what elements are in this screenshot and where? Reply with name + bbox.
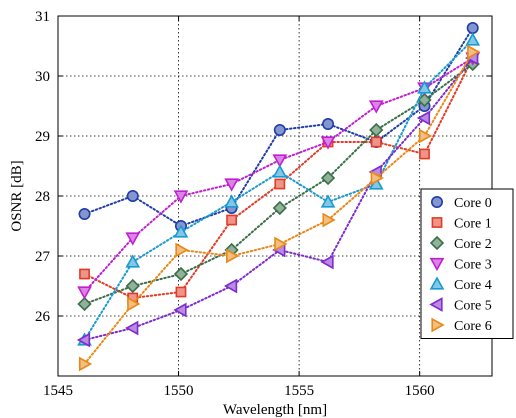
data-point	[125, 232, 141, 246]
data-point	[226, 248, 240, 264]
data-point	[370, 136, 382, 148]
series-core-5	[76, 50, 479, 348]
data-point	[226, 214, 237, 226]
data-point	[272, 164, 288, 178]
data-point	[173, 302, 187, 318]
data-point	[175, 286, 187, 298]
data-point	[419, 148, 430, 160]
x-axis-label: Wavelength [nm]	[223, 402, 327, 418]
data-point	[320, 254, 334, 270]
data-point	[320, 136, 336, 150]
data-point	[272, 154, 288, 168]
legend-label: Core 3	[454, 258, 492, 273]
legend-label: Core 6	[454, 319, 492, 334]
data-point	[223, 278, 238, 294]
legend-marker	[430, 196, 443, 209]
data-point	[127, 296, 141, 312]
series-line	[83, 57, 474, 300]
legend: Core 0 Core 1 Core 2 Core 3 Core 4 Core 5 Core…	[420, 188, 514, 339]
data-point	[78, 208, 91, 221]
data-point	[417, 80, 432, 94]
data-point	[173, 224, 189, 238]
legend-label: Core 2	[454, 237, 492, 252]
legend-label: Core 1	[454, 217, 492, 232]
legend-marker	[429, 297, 443, 312]
data-point	[224, 178, 239, 192]
ticks: 1545 1550 1555 1560 26 27 28 29 30 31	[35, 9, 492, 399]
data-point	[369, 122, 384, 138]
legend-label: Core 4	[454, 278, 492, 293]
data-point	[173, 190, 189, 204]
data-point	[125, 254, 141, 268]
data-point	[125, 320, 139, 336]
y-tick-label: 31	[35, 9, 50, 25]
data-point	[418, 128, 433, 144]
data-point	[77, 296, 92, 312]
data-point	[224, 194, 239, 208]
x-tick-label: 1545	[43, 383, 73, 399]
series-core-6	[78, 44, 481, 372]
data-point	[465, 32, 481, 46]
series-line	[83, 39, 474, 341]
data-point	[370, 170, 384, 186]
data-point	[322, 212, 336, 228]
data-point	[322, 118, 335, 131]
y-tick-label: 26	[35, 309, 51, 325]
data-point	[368, 100, 384, 114]
x-tick-label: 1550	[164, 383, 194, 399]
data-point	[274, 178, 286, 190]
data-point	[173, 266, 189, 282]
y-tick-label: 30	[35, 69, 50, 85]
x-tick-label: 1555	[284, 383, 314, 399]
data-point	[273, 124, 286, 137]
data-point	[320, 170, 336, 186]
data-point	[272, 200, 287, 216]
data-point	[126, 190, 139, 203]
series-layer	[76, 21, 481, 372]
y-tick-label: 28	[35, 189, 50, 205]
legend-marker	[429, 257, 445, 272]
legend-label: Core 0	[454, 196, 492, 211]
legend-label: Core 5	[454, 299, 492, 314]
y-axis-label: OSNR [dB]	[9, 160, 25, 231]
y-tick-label: 29	[35, 129, 50, 145]
data-point	[466, 21, 479, 34]
data-point	[77, 286, 92, 300]
data-point	[125, 278, 140, 294]
data-point	[320, 194, 336, 208]
series-core-0	[78, 21, 479, 233]
series-core-2	[77, 56, 480, 312]
data-point	[416, 110, 431, 126]
data-point	[175, 242, 189, 258]
data-point	[79, 268, 90, 280]
data-point	[467, 44, 481, 60]
data-point	[76, 332, 91, 348]
series-core-4	[77, 32, 481, 346]
y-tick-label: 27	[35, 249, 51, 265]
data-point	[78, 356, 93, 372]
x-tick-label: 1560	[405, 383, 435, 399]
legend-marker	[431, 317, 445, 333]
legend-marker	[429, 276, 445, 290]
legend-marker	[429, 235, 445, 251]
data-point	[274, 236, 288, 252]
legend-marker	[431, 217, 443, 228]
